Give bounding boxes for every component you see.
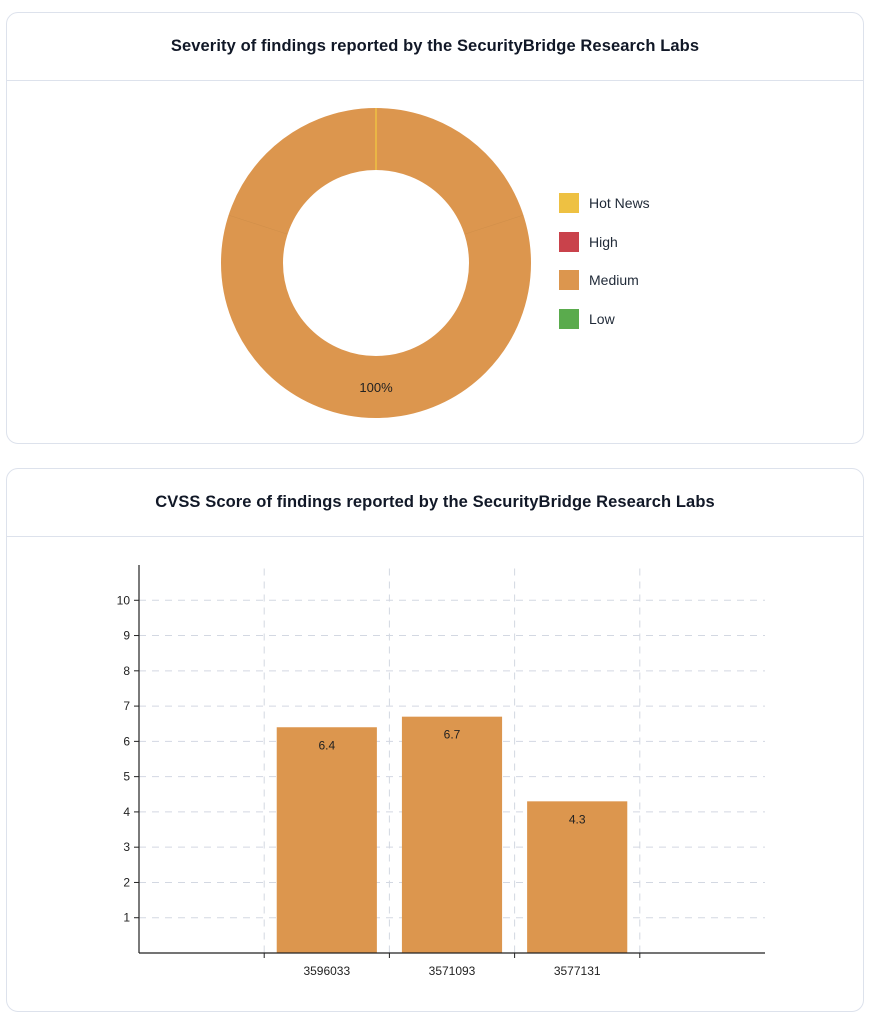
bar-3577131 — [527, 801, 628, 953]
legend-swatch-hot-news — [559, 193, 579, 213]
severity-chart-body: 100% Hot News High Medium Low — [7, 81, 863, 443]
x-tick-label: 3577131 — [554, 964, 601, 978]
bar-3596033 — [276, 727, 377, 953]
cvss-chart-title: CVSS Score of findings reported by the S… — [155, 493, 715, 511]
cvss-card: CVSS Score of findings reported by the S… — [6, 468, 864, 1012]
legend-label-low: Low — [589, 310, 615, 327]
y-tick-label: 7 — [123, 699, 130, 713]
y-tick-label: 6 — [123, 734, 130, 748]
severity-legend: Hot News High Medium Low — [559, 193, 650, 347]
legend-label-hot-news: Hot News — [589, 195, 650, 211]
legend-label-high: High — [589, 233, 618, 250]
y-tick-label: 8 — [123, 664, 130, 678]
legend-swatch-low — [559, 308, 579, 329]
cvss-card-header: CVSS Score of findings reported by the S… — [7, 469, 863, 537]
legend-item-high[interactable]: High — [559, 231, 650, 252]
donut-separator-line — [228, 214, 288, 235]
y-tick-label: 4 — [123, 805, 130, 819]
legend-swatch-high — [559, 231, 579, 252]
legend-label-medium: Medium — [589, 272, 639, 288]
severity-card-header: Severity of findings reported by the Sec… — [7, 13, 863, 81]
bar-data-label: 6.7 — [444, 728, 461, 742]
legend-item-low[interactable]: Low — [559, 308, 650, 329]
y-tick-label: 9 — [123, 629, 130, 643]
severity-donut-chart: 100% — [221, 108, 531, 418]
y-tick-label: 5 — [123, 770, 130, 784]
bar-data-label: 6.4 — [318, 738, 335, 752]
cvss-chart-body: 6.4 6.7 4.3 1 2 3 4 5 6 7 8 9 10 3596033 3571093 357713… — [7, 537, 863, 1011]
x-tick-label: 3596033 — [303, 964, 350, 978]
donut-segment-separators — [228, 108, 524, 235]
donut-slice-label: 100% — [359, 380, 393, 395]
legend-item-hot-news[interactable]: Hot News — [559, 193, 650, 213]
bar-data-label: 4.3 — [569, 812, 586, 826]
y-tick-label: 3 — [123, 840, 130, 854]
legend-item-medium[interactable]: Medium — [559, 270, 650, 290]
y-tick-label: 10 — [117, 593, 131, 607]
donut-slice-medium — [221, 108, 531, 418]
severity-card: Severity of findings reported by the Sec… — [6, 12, 864, 444]
x-tick-label: 3571093 — [429, 964, 476, 978]
donut-separator-line — [464, 214, 524, 235]
cvss-bar-chart: 6.4 6.7 4.3 1 2 3 4 5 6 7 8 9 10 3596033 3571093 357713… — [117, 565, 765, 978]
y-tick-label: 1 — [123, 911, 130, 925]
bar-3571093 — [401, 716, 503, 953]
severity-chart-title: Severity of findings reported by the Sec… — [170, 37, 700, 55]
y-tick-label: 2 — [123, 875, 130, 889]
legend-swatch-medium — [559, 270, 579, 290]
